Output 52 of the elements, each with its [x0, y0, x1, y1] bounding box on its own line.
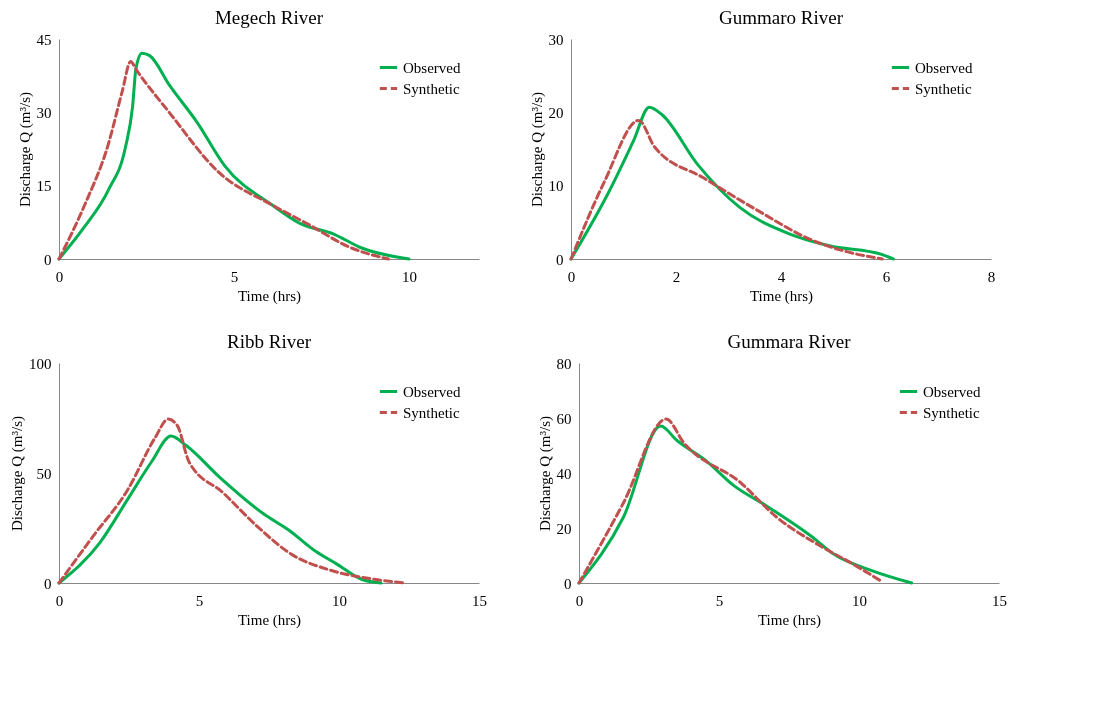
y-tick-label: 50: [36, 465, 52, 482]
chart-title: Gummara River: [727, 331, 852, 352]
x-tick-label: 0: [55, 268, 64, 285]
x-axis-title: Time (hrs): [757, 611, 822, 629]
chart-title: Gummaro River: [718, 7, 844, 28]
legend-label: Synthetic: [923, 404, 980, 421]
chart-title: Ribb River: [227, 331, 312, 352]
y-tick-label: 30: [548, 31, 564, 48]
y-tick-label: 30: [36, 104, 52, 121]
x-tick-label: 8: [987, 268, 996, 285]
x-tick-label: 6: [882, 268, 891, 285]
y-tick-label: 20: [548, 104, 564, 121]
legend-label: Observed: [915, 59, 973, 76]
x-tick-label: 15: [472, 592, 487, 609]
x-tick-label: 5: [715, 592, 724, 609]
y-tick-label: 0: [44, 575, 52, 592]
y-axis-title: Discharge Q (m³/s): [528, 91, 546, 208]
x-tick-label: 10: [332, 592, 347, 609]
x-tick-label: 0: [55, 592, 64, 609]
x-tick-label: 10: [402, 268, 417, 285]
legend-label: Observed: [923, 383, 981, 400]
legend-label: Synthetic: [403, 404, 460, 421]
x-axis-title: Time (hrs): [237, 287, 302, 305]
x-tick-label: 5: [230, 268, 239, 285]
legend-label: Synthetic: [403, 80, 460, 97]
chart-title: Megech River: [214, 7, 324, 28]
legend-label: Observed: [403, 383, 461, 400]
legend-label: Synthetic: [915, 80, 972, 97]
y-axis-title: Discharge Q (m³/s): [9, 415, 26, 532]
y-tick-label: 45: [36, 31, 52, 48]
y-axis-title: Discharge Q (m³/s): [16, 91, 34, 208]
x-axis-title: Time (hrs): [749, 287, 814, 305]
line-series: [57, 434, 383, 585]
y-tick-label: 10: [548, 178, 564, 195]
y-tick-label: 100: [29, 355, 52, 372]
y-tick-label: 0: [556, 251, 564, 268]
x-tick-label: 4: [777, 268, 786, 285]
y-tick-label: 40: [556, 465, 572, 482]
x-tick-label: 2: [672, 268, 681, 285]
legend-label: Observed: [403, 59, 461, 76]
x-tick-label: 0: [575, 592, 584, 609]
y-tick-label: 80: [556, 355, 572, 372]
y-tick-label: 0: [44, 251, 52, 268]
x-tick-label: 10: [852, 592, 867, 609]
x-axis-title: Time (hrs): [237, 611, 302, 629]
y-tick-label: 20: [556, 520, 572, 537]
y-tick-label: 15: [36, 178, 52, 195]
x-tick-label: 5: [195, 592, 204, 609]
y-tick-label: 60: [556, 410, 572, 427]
y-axis-title: Discharge Q (m³/s): [536, 415, 554, 532]
x-tick-label: 15: [992, 592, 1007, 609]
y-tick-label: 0: [564, 575, 572, 592]
